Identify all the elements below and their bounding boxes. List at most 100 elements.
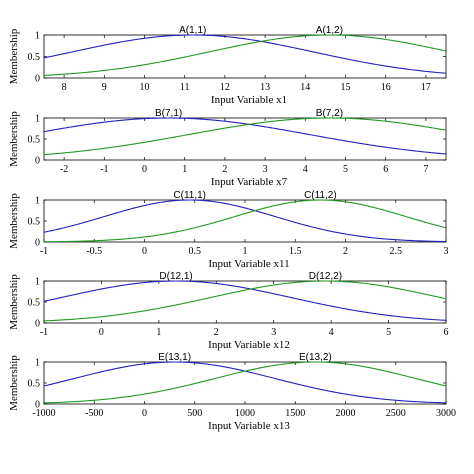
series-line-green [44, 361, 446, 404]
x-tick-label: 3 [271, 327, 276, 338]
membership-function-label: A(1,2) [316, 25, 343, 36]
membership-function-label: E(13,1) [158, 352, 191, 363]
series-line-blue [44, 199, 446, 242]
x-tick-label: 2500 [386, 408, 406, 419]
series-line-blue [44, 34, 446, 74]
x-tick-label: 1 [182, 164, 187, 175]
x-axis-label: Input Variable x13 [208, 420, 290, 432]
x-axis-label: Input Variable x12 [208, 339, 290, 351]
x-tick-label: 0 [142, 246, 147, 257]
y-tick-label: 0 [35, 400, 40, 411]
axes-frame [43, 199, 447, 243]
y-tick-label: 0 [35, 156, 40, 167]
y-tick-label: 0.5 [28, 217, 41, 228]
x-tick-label: -0.5 [86, 246, 102, 257]
axes-frame [43, 361, 447, 405]
series-line-blue [44, 280, 446, 321]
x-tick-label: 6 [444, 327, 449, 338]
x-tick-label: 2000 [336, 408, 356, 419]
series-line-blue [44, 361, 446, 404]
x-tick-label: 16 [381, 82, 391, 93]
x-tick-label: 6 [383, 164, 388, 175]
y-tick-label: 1 [35, 358, 40, 369]
x-tick-label: 0 [142, 164, 147, 175]
x-tick-label: -1 [100, 164, 108, 175]
y-axis-label: Membership [8, 355, 20, 411]
membership-function-label: B(7,2) [316, 108, 343, 119]
x-tick-label: 3 [444, 246, 449, 257]
series-line-green [44, 117, 446, 156]
membership-function-label: E(13,2) [299, 352, 332, 363]
x-tick-label: 5 [343, 164, 348, 175]
x-tick-label: 7 [423, 164, 428, 175]
y-tick-label: 0.5 [28, 52, 41, 63]
x-tick-label: 3000 [436, 408, 456, 419]
y-tick-label: 1 [35, 114, 40, 125]
x-tick-label: 17 [421, 82, 431, 93]
membership-function-label: C(11,2) [304, 190, 337, 201]
subplot-2: -2 -1 0 1 2 3 4 5 6 7 0 0.5 1 Input Variable x7 Member… [8, 108, 447, 188]
x-tick-label: -1000 [32, 408, 55, 419]
x-tick-label: 0.5 [189, 246, 202, 257]
x-tick-label: 1 [156, 327, 161, 338]
membership-function-label: C(11,1) [173, 190, 206, 201]
x-tick-label: 4 [329, 327, 334, 338]
y-tick-label: 1 [35, 277, 40, 288]
series-line-green [44, 34, 446, 76]
y-axis-label: Membership [8, 28, 20, 84]
x-tick-label: 2 [343, 246, 348, 257]
x-tick-label: 500 [187, 408, 202, 419]
y-axis-label: Membership [8, 111, 20, 167]
x-tick-label: 1500 [285, 408, 305, 419]
series-line-blue [44, 117, 446, 155]
x-tick-label: -2 [60, 164, 68, 175]
series-line-green [44, 280, 446, 322]
axes-frame [43, 34, 447, 79]
y-tick-label: 0 [35, 74, 40, 85]
membership-function-label: D(12,2) [309, 271, 342, 282]
membership-function-label: B(7,1) [155, 108, 182, 119]
y-tick-label: 1 [35, 31, 40, 42]
y-tick-label: 0.5 [28, 135, 41, 146]
x-tick-label: 1.5 [289, 246, 302, 257]
x-tick-label: 4 [303, 164, 308, 175]
x-axis-label: Input Variable x7 [211, 176, 288, 188]
x-tick-label: 1 [243, 246, 248, 257]
x-tick-label: 2 [222, 164, 227, 175]
y-axis-label: Membership [8, 193, 20, 249]
x-tick-label: 10 [140, 82, 150, 93]
x-tick-label: 0 [142, 408, 147, 419]
x-tick-label: -500 [85, 408, 103, 419]
x-tick-label: -1 [40, 246, 48, 257]
y-tick-label: 0 [35, 319, 40, 330]
x-tick-label: 12 [220, 82, 230, 93]
x-axis-label: Input Variable x11 [208, 258, 289, 270]
x-tick-label: 8 [62, 82, 67, 93]
x-tick-label: -1 [40, 327, 48, 338]
series-line-green [44, 199, 446, 242]
x-tick-label: 13 [260, 82, 270, 93]
y-tick-label: 1 [35, 196, 40, 207]
x-axis-label: Input Variable x1 [211, 94, 287, 106]
y-tick-label: 0.5 [28, 379, 41, 390]
x-tick-label: 0 [99, 327, 104, 338]
x-tick-label: 11 [180, 82, 190, 93]
x-tick-label: 14 [300, 82, 310, 93]
x-tick-label: 9 [102, 82, 107, 93]
x-tick-label: 5 [386, 327, 391, 338]
x-tick-label: 2.5 [390, 246, 403, 257]
membership-function-label: A(1,1) [179, 25, 206, 36]
x-tick-label: 15 [341, 82, 351, 93]
x-tick-label: 1000 [235, 408, 255, 419]
x-tick-label: 2 [214, 327, 219, 338]
subplot-5: -1000 -500 0 500 1000 1500 2000 2500 3000 0 0.5 1 In… [8, 352, 456, 432]
y-axis-label: Membership [8, 274, 20, 330]
y-tick-label: 0 [35, 238, 40, 249]
membership-function-label: D(12,1) [159, 271, 192, 282]
x-tick-label: 3 [263, 164, 268, 175]
subplot-1: 8 9 10 11 12 13 14 15 16 17 0 0.5 1 Input Variable x1… [8, 25, 447, 106]
y-tick-label: 0.5 [28, 298, 41, 309]
